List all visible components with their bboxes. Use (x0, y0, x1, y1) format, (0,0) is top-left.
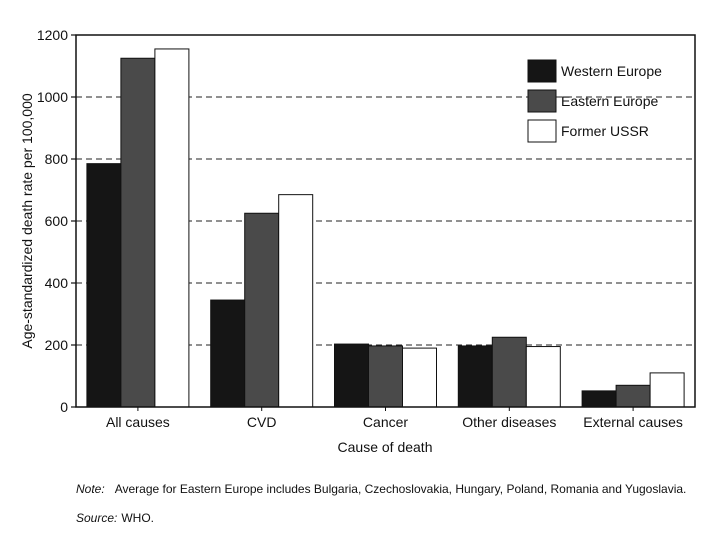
legend-label: Former USSR (561, 123, 649, 139)
y-axis-ticks: 0 200 400 600 800 1000 1200 (37, 27, 76, 415)
bar (525, 346, 561, 408)
y-tick-label: 800 (45, 151, 69, 167)
bar (334, 343, 369, 408)
bar (86, 163, 122, 408)
y-tick-label: 1000 (37, 89, 68, 105)
bar (402, 347, 437, 408)
x-tick-label: All causes (106, 414, 170, 430)
source-label: Source: (76, 511, 118, 525)
bar (120, 57, 156, 408)
legend-swatch (527, 89, 557, 113)
y-tick-label: 600 (45, 213, 69, 229)
x-tick-label: CVD (247, 414, 277, 430)
bars (86, 48, 685, 408)
y-axis-label: Age-standardized death rate per 100,000 (19, 93, 35, 349)
legend-label: Eastern Europe (561, 93, 658, 109)
source-text: WHO. (121, 511, 155, 525)
note-text: Average for Eastern Europe includes Bulg… (114, 482, 687, 496)
x-axis-label: Cause of death (338, 439, 433, 455)
x-tick-label: External causes (583, 414, 683, 430)
bar (210, 299, 246, 408)
chart-note: Note: Average for Eastern Europe includes… (76, 482, 686, 496)
legend-label: Western Europe (561, 63, 662, 79)
x-tick-label: Cancer (363, 414, 408, 430)
legend-swatch (527, 59, 557, 83)
bar (491, 336, 527, 408)
bar (649, 372, 685, 408)
legend-swatch (527, 119, 557, 143)
note-label: Note: (76, 482, 105, 496)
y-tick-label: 400 (45, 275, 69, 291)
y-tick-label: 200 (45, 337, 69, 353)
bar (244, 212, 280, 408)
bar (278, 194, 314, 408)
bar (457, 345, 493, 408)
bar-chart: 0 200 400 600 800 1000 1200 All causes CVD Cance… (19, 27, 696, 455)
x-axis-ticks: All causes CVD Cancer Other diseases Externa… (106, 407, 683, 430)
legend: Western Europe Eastern Europe Former USSR (527, 59, 662, 143)
bar (615, 384, 651, 408)
y-tick-label: 1200 (37, 27, 68, 43)
x-tick-label: Other diseases (462, 414, 556, 430)
bar (154, 48, 190, 408)
bar (368, 345, 403, 408)
chart-source: Source: WHO. (76, 511, 154, 525)
bar (581, 390, 617, 408)
y-tick-label: 0 (60, 399, 68, 415)
